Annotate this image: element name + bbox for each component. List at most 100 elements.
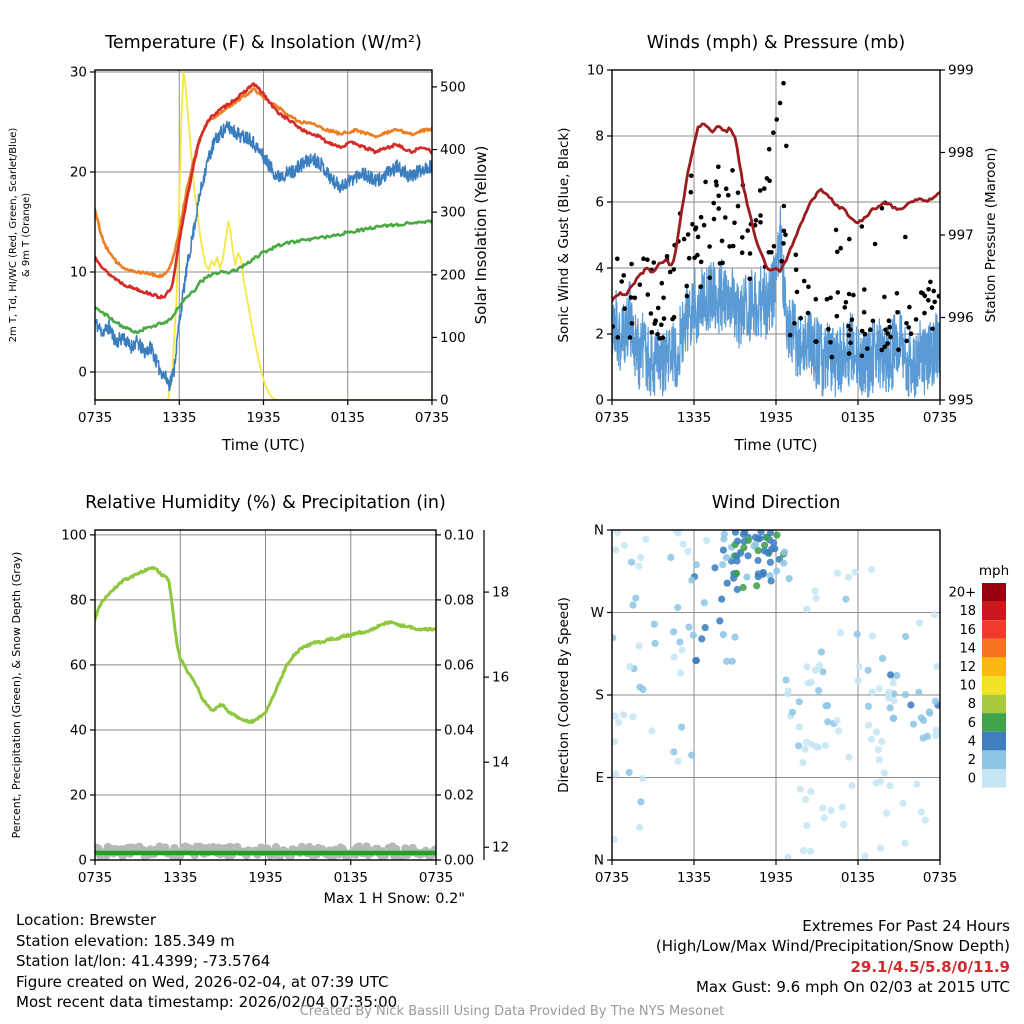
svg-text:0735: 0735 xyxy=(923,870,957,886)
svg-text:0: 0 xyxy=(595,393,604,409)
svg-text:999: 999 xyxy=(948,63,974,79)
svg-text:0: 0 xyxy=(78,365,87,381)
svg-text:1335: 1335 xyxy=(163,870,197,886)
svg-text:18: 18 xyxy=(492,585,509,601)
svg-text:1935: 1935 xyxy=(759,410,793,426)
max-snow-label: Max 1 H Snow: 0.2" xyxy=(323,891,466,907)
svg-text:0.04: 0.04 xyxy=(444,722,474,738)
svg-text:& 9m T (Orange): & 9m T (Orange) xyxy=(21,193,32,277)
svg-text:996: 996 xyxy=(948,310,974,326)
max-gust-label: Max Gust: 9.6 mph On 02/03 at 2015 UTC xyxy=(695,978,1010,997)
svg-text:6: 6 xyxy=(595,195,604,211)
svg-text:0735: 0735 xyxy=(415,410,449,426)
svg-text:0735: 0735 xyxy=(419,870,453,886)
svg-text:10: 10 xyxy=(959,679,976,694)
svg-text:2: 2 xyxy=(968,753,976,768)
svg-text:16: 16 xyxy=(959,623,976,638)
svg-text:E: E xyxy=(595,770,604,786)
svg-text:4: 4 xyxy=(595,261,604,277)
svg-text:12: 12 xyxy=(492,840,509,856)
svg-text:18: 18 xyxy=(959,604,976,619)
svg-text:0: 0 xyxy=(78,853,87,869)
svg-text:16: 16 xyxy=(492,670,509,686)
svg-text:S: S xyxy=(595,688,604,704)
station-location: Location: Brewster xyxy=(16,911,156,929)
svg-text:0135: 0135 xyxy=(331,410,365,426)
svg-text:1335: 1335 xyxy=(677,410,711,426)
svg-text:8: 8 xyxy=(595,129,604,145)
svg-text:2m T, Td, HI/WC (Red, Green, S: 2m T, Td, HI/WC (Red, Green, Scarlet/Blu… xyxy=(8,128,19,343)
svg-text:Temperature (F) & Insolation (: Temperature (F) & Insolation (W/m²) xyxy=(104,33,422,53)
svg-text:0.02: 0.02 xyxy=(444,787,474,803)
svg-text:0735: 0735 xyxy=(923,410,957,426)
humidity-precipitation-chart: 0735 1335 1935 0135 0735020406080100Percent,… xyxy=(10,493,509,886)
svg-text:1935: 1935 xyxy=(248,870,282,886)
svg-text:30: 30 xyxy=(70,65,87,81)
station-elevation: Station elevation: 185.349 m xyxy=(16,931,235,950)
svg-text:Direction (Colored By Speed): Direction (Colored By Speed) xyxy=(556,597,572,793)
svg-text:10: 10 xyxy=(70,265,87,281)
svg-text:0735: 0735 xyxy=(595,410,629,426)
svg-text:0735: 0735 xyxy=(78,410,112,426)
svg-text:2: 2 xyxy=(595,327,604,343)
winds-pressure-chart: 0735 1335 1935 0135 0735 Time (UTC) 0 2 4 6 8 10 Son… xyxy=(556,33,999,454)
svg-text:0735: 0735 xyxy=(595,870,629,886)
svg-text:14: 14 xyxy=(959,641,976,656)
svg-text:0.08: 0.08 xyxy=(444,592,474,608)
extremes-subtitle: (High/Low/Max Wind/Precipitation/Snow De… xyxy=(655,937,1010,956)
svg-text:0: 0 xyxy=(440,393,449,409)
svg-text:Solar Insolation (Yellow): Solar Insolation (Yellow) xyxy=(472,146,490,325)
svg-text:4: 4 xyxy=(968,734,976,749)
temperature-insolation-chart: 0735 1335 1935 0135 0735 Time (UTC) 0 10 20 30 2m … xyxy=(8,33,490,454)
data-timestamp: Most recent data timestamp: 2026/02/04 0… xyxy=(16,993,398,1011)
svg-text:6: 6 xyxy=(968,716,976,731)
svg-text:W: W xyxy=(591,605,604,621)
extremes-block: Extremes For Past 24 Hours (High/Low/Max… xyxy=(656,916,1010,998)
svg-text:0135: 0135 xyxy=(841,410,875,426)
svg-text:1935: 1935 xyxy=(759,870,793,886)
svg-text:200: 200 xyxy=(440,267,466,283)
svg-text:1935: 1935 xyxy=(246,410,280,426)
svg-text:14: 14 xyxy=(492,755,509,771)
svg-text:0.00: 0.00 xyxy=(444,853,474,869)
svg-text:Winds (mph) & Pressure (mb): Winds (mph) & Pressure (mb) xyxy=(647,33,905,53)
svg-text:300: 300 xyxy=(440,205,466,221)
svg-text:0735: 0735 xyxy=(78,870,112,886)
extremes-title: Extremes For Past 24 Hours xyxy=(802,917,1010,935)
figure-created: Figure created on Wed, 2026-02-04, at 07… xyxy=(16,972,389,991)
svg-text:0.10: 0.10 xyxy=(444,527,474,543)
svg-text:Percent, Precipitation (Green): Percent, Precipitation (Green), & Snow D… xyxy=(10,552,23,839)
svg-text:0: 0 xyxy=(968,772,976,787)
station-info: Location: Brewster Station elevation: 18… xyxy=(16,910,397,1013)
svg-text:Sonic Wind & Gust (Blue, Black: Sonic Wind & Gust (Blue, Black) xyxy=(556,127,572,342)
svg-text:995: 995 xyxy=(948,393,974,409)
svg-text:20+: 20+ xyxy=(949,586,976,601)
svg-text:Time (UTC): Time (UTC) xyxy=(221,436,305,454)
svg-text:40: 40 xyxy=(70,722,87,738)
svg-text:400: 400 xyxy=(440,142,466,158)
svg-text:N: N xyxy=(594,523,604,539)
svg-text:500: 500 xyxy=(440,79,466,95)
svg-text:20: 20 xyxy=(70,787,87,803)
svg-text:100: 100 xyxy=(440,330,466,346)
svg-text:1335: 1335 xyxy=(162,410,196,426)
svg-text:0135: 0135 xyxy=(841,870,875,886)
svg-text:N: N xyxy=(594,853,604,869)
svg-text:998: 998 xyxy=(948,145,974,161)
svg-text:20: 20 xyxy=(70,165,87,181)
svg-text:0.06: 0.06 xyxy=(444,657,474,673)
svg-text:0135: 0135 xyxy=(334,870,368,886)
svg-text:10: 10 xyxy=(587,63,604,79)
svg-text:1335: 1335 xyxy=(677,870,711,886)
extremes-values: 29.1/4.5/5.8/0/11.9 xyxy=(850,957,1010,976)
svg-text:60: 60 xyxy=(70,657,87,673)
svg-text:100: 100 xyxy=(61,527,87,543)
svg-text:997: 997 xyxy=(948,228,974,244)
svg-text:Time (UTC): Time (UTC) xyxy=(734,436,818,454)
svg-text:80: 80 xyxy=(70,592,87,608)
credit-line: Created By Nick Bassill Using Data Provi… xyxy=(299,1004,725,1019)
station-latlon: Station lat/lon: 41.4399; -73.5764 xyxy=(16,952,271,970)
svg-text:Wind Direction: Wind Direction xyxy=(712,493,841,513)
